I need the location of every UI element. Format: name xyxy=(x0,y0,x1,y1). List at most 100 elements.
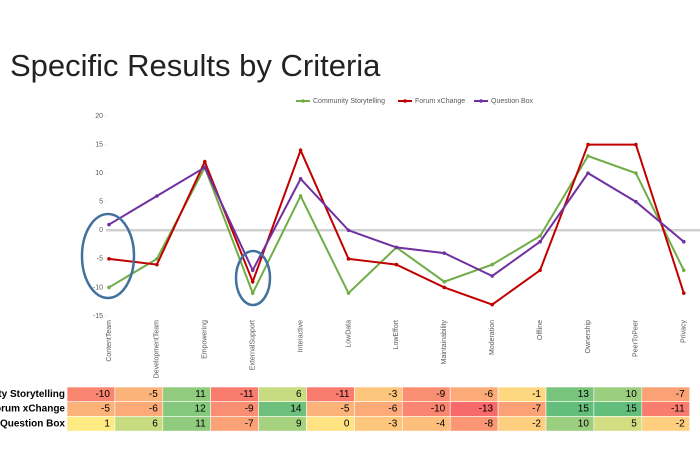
x-tick-label: Empowering xyxy=(202,320,209,359)
y-tick-label: 10 xyxy=(95,170,103,177)
y-tick-label: 20 xyxy=(95,113,103,120)
row-label: Question Box xyxy=(0,418,65,429)
point xyxy=(490,302,495,307)
point xyxy=(203,159,207,164)
point xyxy=(298,177,303,181)
cell-value: 1 xyxy=(104,418,110,429)
cell-value: -7 xyxy=(532,404,541,415)
legend-swatch xyxy=(403,99,407,103)
point xyxy=(682,268,686,273)
cell-value: 9 xyxy=(296,418,302,429)
legend-label: Community Storytelling xyxy=(313,98,385,105)
cell-value: 11 xyxy=(195,389,206,400)
cell-value: -6 xyxy=(388,404,397,415)
cell-value: 6 xyxy=(296,389,302,400)
cell-value: -6 xyxy=(484,389,493,400)
cell-value: -6 xyxy=(149,404,158,415)
point xyxy=(538,268,542,273)
highlight-circle xyxy=(234,249,272,307)
point xyxy=(107,285,111,290)
series-line xyxy=(108,154,685,296)
point xyxy=(155,257,159,261)
cell-value: 10 xyxy=(578,418,590,429)
legend-label: Forum xChange xyxy=(415,98,465,105)
cell-value: 15 xyxy=(626,404,638,415)
point xyxy=(250,268,255,273)
legend-label: Question Box xyxy=(491,98,534,105)
cell-value: -3 xyxy=(388,389,397,400)
point xyxy=(586,154,590,158)
cell-value: 15 xyxy=(578,404,590,415)
cell-value: -13 xyxy=(479,404,494,415)
point xyxy=(298,148,303,153)
cell-value: -4 xyxy=(436,418,445,429)
cell-value: -7 xyxy=(676,389,685,400)
cell-value: -11 xyxy=(336,389,350,400)
point xyxy=(634,142,638,147)
y-tick-label: -15 xyxy=(93,313,103,320)
point xyxy=(394,262,399,267)
cell-value: -2 xyxy=(676,418,685,429)
point xyxy=(586,171,590,175)
point xyxy=(586,142,590,147)
legend-swatch xyxy=(479,99,483,103)
y-tick-label: 5 xyxy=(99,199,103,206)
cell-value: 5 xyxy=(631,418,637,429)
cell-value: -5 xyxy=(340,404,349,415)
cell-value: 10 xyxy=(626,389,638,400)
table: Community Storytelling-10-511-116-11-3-9… xyxy=(0,386,690,432)
table-cell xyxy=(641,416,690,432)
point xyxy=(346,257,351,261)
cell-value: -9 xyxy=(245,404,254,415)
cell-value: 14 xyxy=(290,404,302,415)
plot: -15 -10 -5 0 5 10 15 20 ContentTeam DevelopmentTe… xyxy=(93,113,700,379)
x-tick-label: DevelopmentTeam xyxy=(154,320,161,379)
point xyxy=(107,257,111,261)
row-label: Forum xChange xyxy=(0,404,65,415)
point xyxy=(442,279,447,284)
x-tick-label: LowEffort xyxy=(393,320,400,349)
x-tick-label: Offline xyxy=(537,320,544,340)
point xyxy=(682,291,686,295)
cell-value: -11 xyxy=(240,389,254,400)
point xyxy=(298,194,303,198)
point xyxy=(155,194,159,198)
cell-value: -11 xyxy=(671,404,685,415)
cell-value: 12 xyxy=(195,404,207,415)
point xyxy=(346,228,351,233)
cell-value: -7 xyxy=(245,418,254,429)
x-tick-label: PeerToPeer xyxy=(633,319,640,357)
cell-value: -10 xyxy=(431,404,446,415)
y-tick-label: -10 xyxy=(93,284,103,291)
point xyxy=(634,199,638,204)
x-tick-label: Moderation xyxy=(489,320,496,355)
point xyxy=(442,251,447,255)
point xyxy=(155,262,159,267)
point xyxy=(250,279,255,284)
point xyxy=(634,171,638,175)
point xyxy=(538,239,542,244)
point xyxy=(538,234,542,238)
cell-value: 13 xyxy=(578,389,590,400)
x-tick-label: ContentTeam xyxy=(106,320,113,362)
cell-value: 11 xyxy=(195,418,206,429)
legend-swatch xyxy=(301,99,305,103)
y-tick-label: -5 xyxy=(97,256,103,263)
cell-value: -1 xyxy=(532,389,541,400)
point xyxy=(490,262,495,267)
point xyxy=(250,291,255,295)
cell-value: 6 xyxy=(152,418,158,429)
y-tick-label: 0 xyxy=(99,227,103,234)
point xyxy=(394,245,399,250)
x-tick-label: ExternalSupport xyxy=(250,320,257,370)
slide-title: Specific Results by Criteria xyxy=(10,48,381,83)
legend: Community Storytelling Forum xChange Quest… xyxy=(296,98,534,105)
y-tick-label: 15 xyxy=(95,141,103,148)
highlight-circle xyxy=(80,212,136,300)
point xyxy=(346,291,351,295)
point xyxy=(490,274,495,278)
cell-value: -9 xyxy=(436,389,445,400)
x-tick-label: Maintainability xyxy=(441,320,448,365)
cell-value: -5 xyxy=(149,389,158,400)
